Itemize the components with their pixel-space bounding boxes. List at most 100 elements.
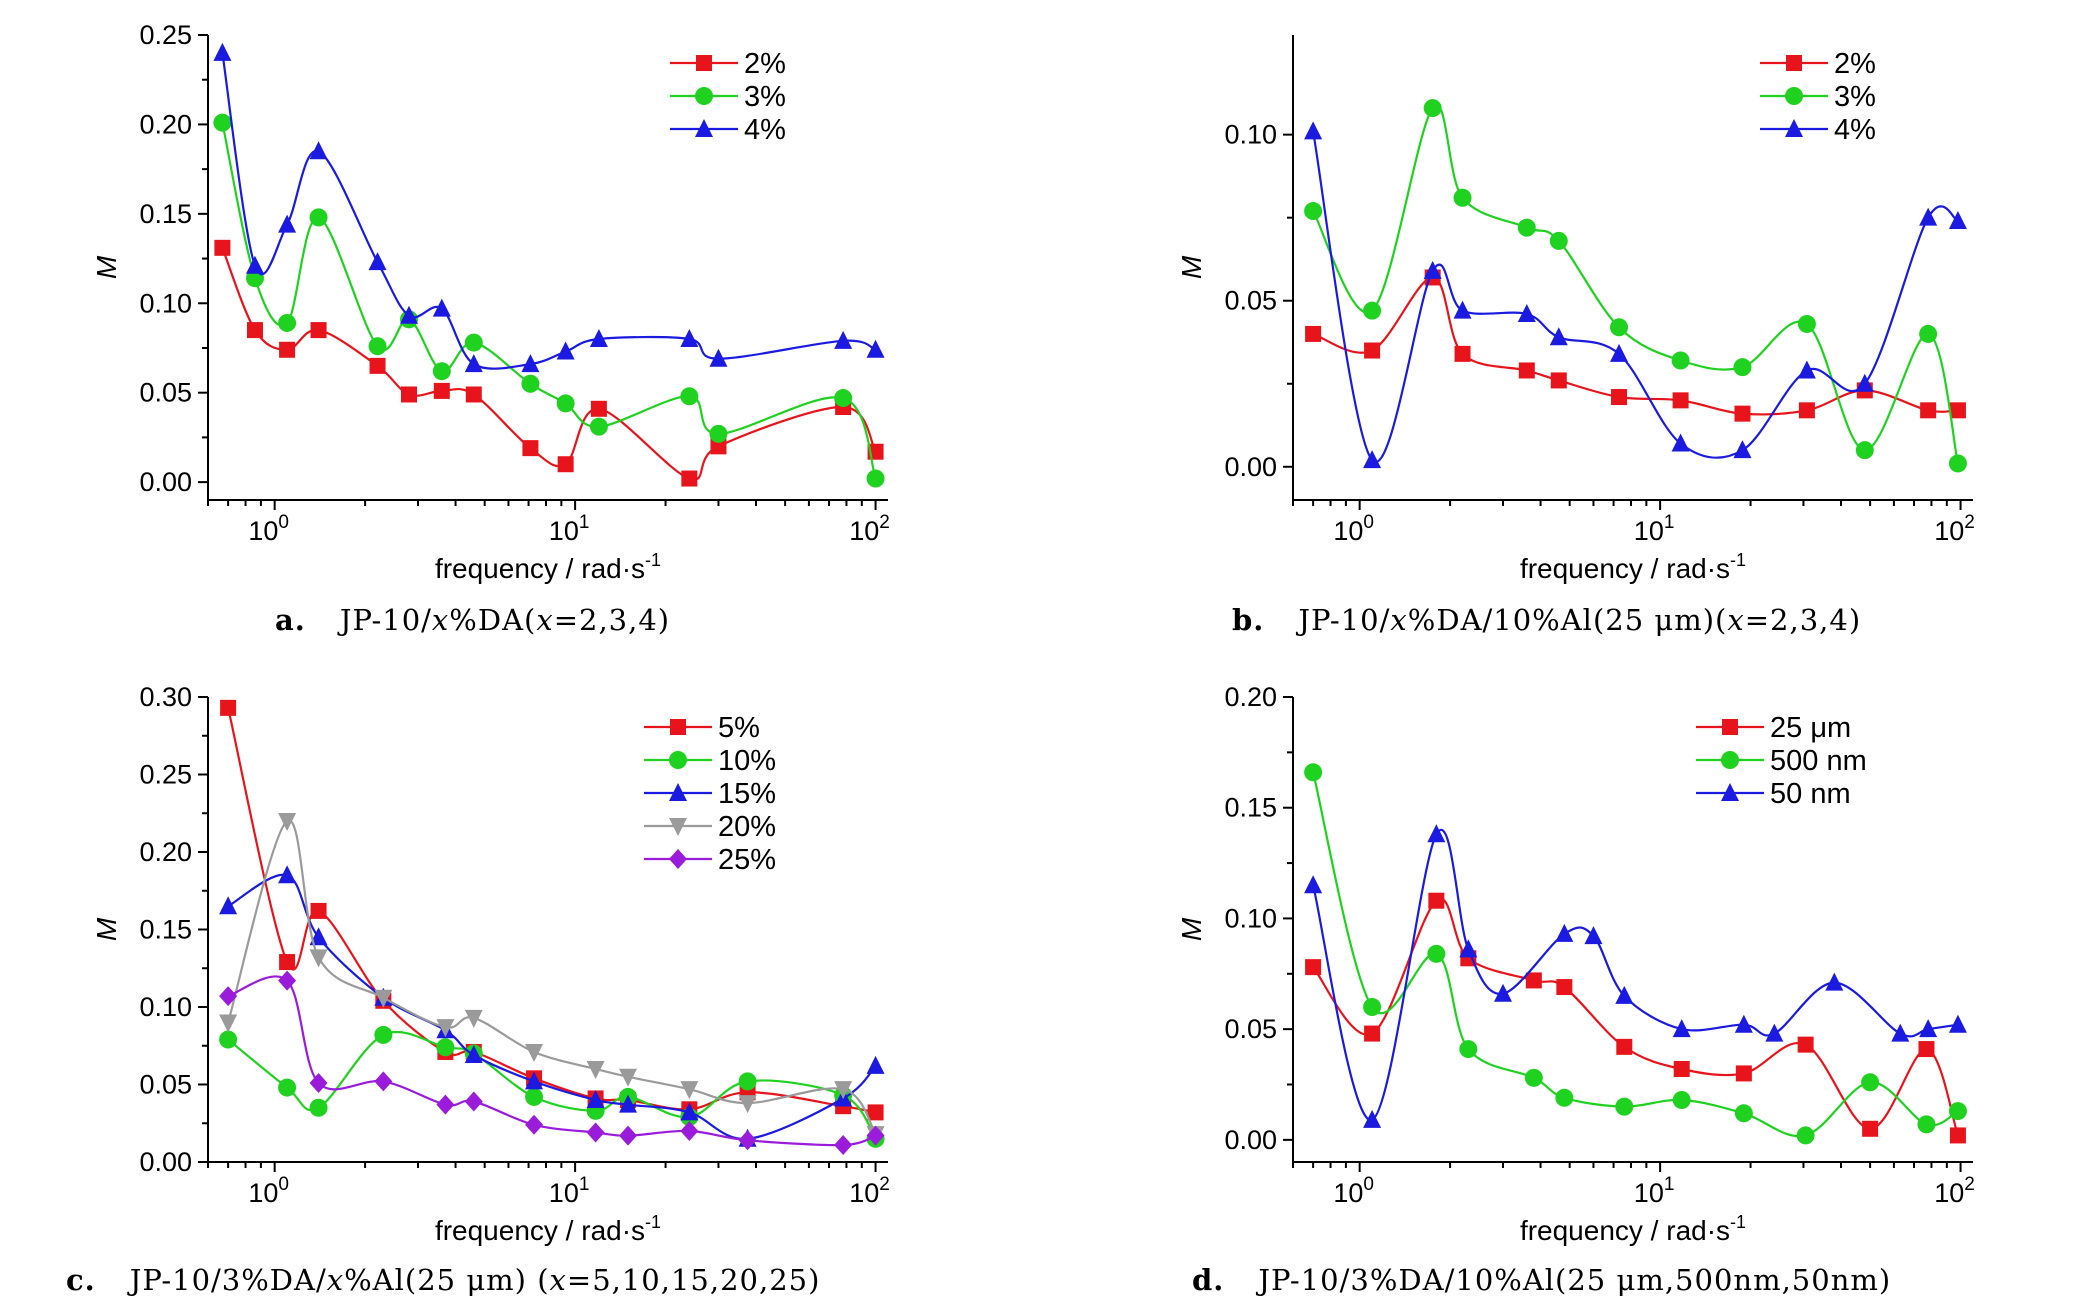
- data-point: [1364, 342, 1381, 359]
- data-point: [374, 989, 393, 1008]
- data-point: [1855, 441, 1874, 460]
- data-point: [525, 1071, 544, 1090]
- legend-marker: [1785, 87, 1803, 105]
- data-point: [309, 927, 328, 946]
- data-point: [1862, 1120, 1879, 1137]
- data-point: [738, 1095, 757, 1114]
- legend-marker: [1722, 719, 1738, 735]
- data-point: [522, 440, 539, 457]
- x-tick-label: 101: [549, 512, 590, 546]
- legend-marker: [1721, 751, 1739, 769]
- data-point: [586, 1090, 605, 1108]
- data-point: [1919, 324, 1938, 343]
- y-tick-label: 0.05: [139, 378, 192, 408]
- data-point: [619, 1125, 638, 1146]
- data-point: [1734, 1104, 1753, 1123]
- legend-entry: 500 nm: [1696, 745, 1867, 777]
- data-point: [1428, 892, 1445, 909]
- data-point: [1855, 373, 1874, 392]
- data-point: [279, 341, 296, 358]
- data-point: [1672, 392, 1689, 409]
- caption-b: b. JP-10/x%DA/10%Al(25 μm)(x=2,3,4): [1232, 603, 1861, 637]
- data-point: [1454, 345, 1471, 362]
- data-point: [1615, 985, 1634, 1004]
- data-point: [464, 1091, 483, 1112]
- data-point: [213, 113, 232, 132]
- legend-entry: 25%: [644, 844, 776, 876]
- series-line: [1312, 772, 1959, 1138]
- data-point: [866, 1055, 885, 1074]
- data-point: [834, 389, 853, 408]
- data-point: [374, 1071, 393, 1092]
- legend-label: 25 μm: [1770, 712, 1851, 744]
- legend-entry: 4%: [670, 114, 786, 146]
- series-10%: [219, 1025, 885, 1148]
- data-point: [1494, 983, 1513, 1002]
- data-point: [589, 329, 608, 348]
- data-point: [1556, 979, 1573, 996]
- series-line: [227, 707, 876, 1114]
- data-point: [432, 362, 451, 381]
- data-point: [1453, 300, 1472, 319]
- data-point: [1948, 1014, 1967, 1033]
- x-axis-title: frequency / rad·s-1: [435, 550, 661, 584]
- data-point: [525, 1114, 544, 1135]
- series-2%: [1305, 269, 1966, 422]
- caption-d: d. JP-10/3%DA/10%Al(25 μm,500nm,50nm): [1192, 1263, 1891, 1297]
- x-axis-title: frequency / rad·s-1: [1520, 550, 1746, 584]
- data-point: [1555, 923, 1574, 942]
- data-point: [436, 1094, 455, 1115]
- data-point: [834, 1134, 853, 1155]
- data-point: [1304, 763, 1323, 782]
- data-point: [738, 1072, 757, 1091]
- y-tick-label: 0.10: [1224, 903, 1277, 933]
- legend-marker: [669, 751, 687, 769]
- legend-label: 10%: [718, 745, 776, 777]
- data-point: [1671, 433, 1690, 452]
- data-point: [245, 255, 264, 274]
- y-tick-label: 0.05: [139, 1070, 192, 1100]
- series-50 nm: [1304, 824, 1967, 1128]
- data-point: [1363, 1109, 1382, 1128]
- data-point: [1363, 450, 1382, 469]
- y-tick-label: 0.25: [139, 760, 192, 790]
- data-point: [436, 1038, 455, 1057]
- data-point: [309, 208, 328, 227]
- legend-label: 3%: [744, 81, 786, 113]
- data-point: [867, 1104, 884, 1121]
- y-tick-label: 0.00: [1224, 1125, 1277, 1155]
- data-point: [400, 305, 419, 324]
- y-tick-label: 0.00: [139, 467, 192, 497]
- legend-marker: [1785, 119, 1803, 137]
- data-point: [309, 141, 328, 160]
- x-tick-label: 100: [1333, 1174, 1374, 1208]
- data-point: [1825, 972, 1844, 991]
- data-point: [1733, 358, 1752, 377]
- legend-entry: 3%: [670, 81, 786, 113]
- data-point: [1524, 1068, 1543, 1087]
- data-point: [219, 1030, 238, 1049]
- data-point: [1672, 1019, 1691, 1038]
- data-point: [310, 902, 327, 919]
- y-axis-title: M: [91, 917, 122, 941]
- caption-c: c. JP-10/3%DA/x%Al(25 μm) (x=5,10,15,20,2…: [66, 1263, 820, 1297]
- x-tick-label: 102: [849, 1174, 890, 1208]
- data-point: [1423, 260, 1442, 279]
- legend-entry: 4%: [1760, 114, 1876, 146]
- data-point: [1673, 1061, 1690, 1077]
- x-tick-label: 102: [849, 512, 890, 546]
- series-line: [1312, 897, 1959, 1136]
- data-point: [1918, 1041, 1935, 1058]
- data-point: [1948, 211, 1967, 229]
- legend-label: 2%: [1834, 48, 1876, 80]
- legend-label: 50 nm: [1770, 778, 1851, 810]
- data-point: [1948, 454, 1967, 473]
- data-point: [1584, 926, 1603, 945]
- data-point: [310, 322, 327, 339]
- y-tick-label: 0.05: [1224, 1014, 1277, 1044]
- data-point: [368, 252, 387, 271]
- data-point: [1517, 218, 1536, 237]
- data-point: [1917, 1115, 1936, 1134]
- x-tick-label: 102: [1934, 1174, 1975, 1208]
- y-tick-label: 0.20: [139, 837, 192, 867]
